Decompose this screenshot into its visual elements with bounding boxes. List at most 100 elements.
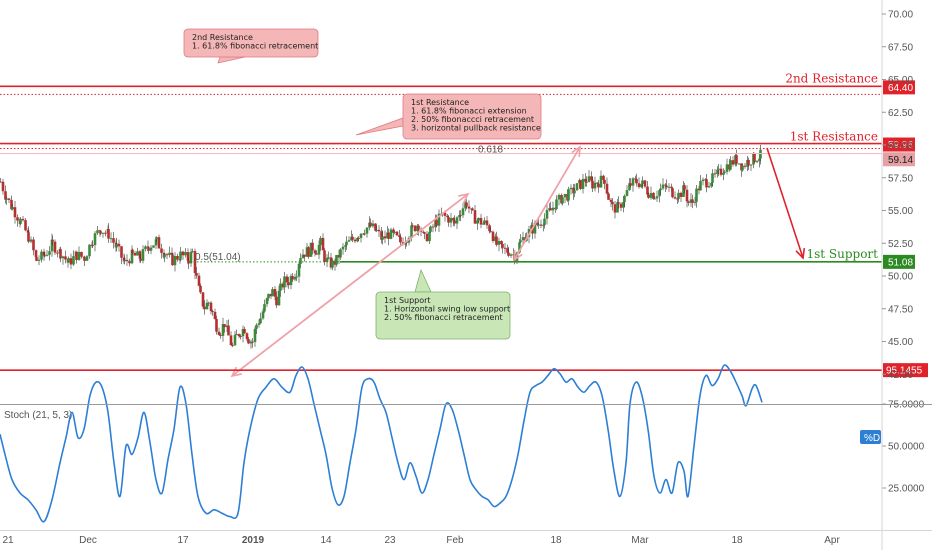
candle-body [61,256,65,259]
candle-body [713,173,717,175]
candle-body [722,172,725,175]
stoch-series-tag-label: %D [864,433,880,444]
x-tick-label: Apr [824,535,840,546]
candle-body [655,196,659,199]
candle-body [45,254,49,256]
candle-body [431,226,435,228]
trend-arrow-up-2-tail [513,146,581,261]
candle-body [181,251,185,256]
candle-body [500,240,503,245]
stoch-level-tag [883,363,928,378]
y-tick-label: 62.50 [888,108,913,119]
candle-body [160,248,163,253]
candle-body [677,192,680,199]
candle-body [195,273,198,276]
candle-body [543,218,546,225]
candle-body [19,218,22,224]
candle-body [753,153,756,162]
candle-body [521,237,525,241]
candle-body [345,241,348,246]
candle-body [622,201,625,208]
candle-body [710,182,713,187]
candle-body [249,341,253,344]
candle-body [144,246,147,250]
candle-body [429,226,432,232]
candle-body [665,185,668,188]
candle-body [537,224,540,226]
candle-body [303,254,306,257]
candle-body [207,302,210,304]
candle-body [607,193,610,200]
candle-body [581,178,585,189]
candle-body [67,258,70,263]
candle-body [301,254,305,259]
candle-body [263,304,266,312]
candle-body [679,192,683,197]
candle-body [281,283,285,288]
candle-body [75,251,78,260]
candle-body [241,328,245,337]
candle-body [219,334,222,336]
candle-body [509,254,513,256]
candle-body [616,202,619,213]
candle-body [741,165,744,171]
candle-body [567,189,570,201]
candle-body [485,220,489,226]
candle-body [495,236,498,245]
candle-body [146,246,150,248]
candle-body [609,199,613,202]
candle-body [233,334,237,346]
candle-body [363,233,366,235]
candle-body [735,155,738,164]
candle-body [189,252,193,264]
candle-body [120,246,123,258]
candle-body [641,180,644,185]
candle-body [603,179,606,184]
candle-body [398,235,401,237]
candle-body [179,251,182,260]
candle-body [533,222,537,234]
candle-body [107,228,110,239]
candle-body [519,240,522,243]
candle-body [72,256,75,265]
candle-body [277,290,281,306]
candle-body [759,149,762,159]
candle-body [88,244,91,257]
candle-body [357,237,360,239]
candle-body [611,201,614,205]
candle-body [353,239,357,242]
candle-body [459,215,462,217]
y-tick-label: 50.00 [888,272,913,283]
candle-body [257,323,261,325]
candle-body [652,192,655,199]
candle-body [395,231,399,236]
candle-body [458,215,461,218]
candle-body [455,217,459,224]
annotation-resistance-1-line: 2. 50% fibonaccci retracement [411,115,534,124]
candle-body [377,229,381,232]
candle-body [676,198,679,200]
candle-body [673,197,677,199]
candle-body [191,251,194,253]
candle-body [82,256,86,258]
stochastic-panel: Stoch (21, 5, 3)75.000050.000025.000095.… [0,363,928,523]
candle-body [285,276,289,283]
candle-body [579,180,582,189]
candle-body [628,183,631,191]
candle-body [109,238,113,240]
annotation-support-1-line: 2. 50% fibonacci retracement [384,313,503,322]
candle-body [7,198,11,200]
candle-body [501,244,504,248]
candle-body [215,318,218,332]
candle-body [237,334,241,336]
candle-body [491,231,495,241]
y-tick-label: 65.00 [888,75,913,86]
candle-body [375,229,378,231]
annotation-resistance-1-line: 1. 61.8% fibonacci extension [411,107,527,116]
annotation-support-1-line: 1st Support [384,296,431,305]
candle-body [223,324,226,328]
annotation-resistance-1-line: 3. horizontal pullback resistance [411,124,541,133]
candle-body [437,213,441,226]
candle-body [683,185,686,190]
annotation-resistance-1-box [402,93,542,140]
